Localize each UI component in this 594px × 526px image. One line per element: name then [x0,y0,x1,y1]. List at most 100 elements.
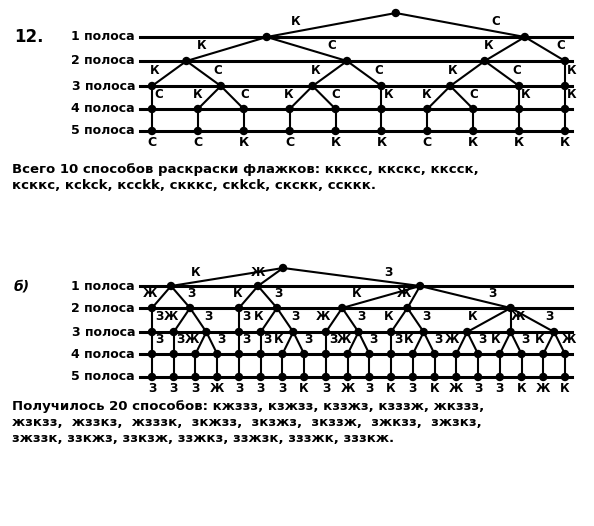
Text: 2 полоса: 2 полоса [71,301,135,315]
Circle shape [183,57,190,65]
Circle shape [378,127,385,135]
Text: Ж: Ж [336,333,351,346]
Circle shape [453,350,460,358]
Circle shape [323,329,330,336]
Text: З: З [409,382,417,395]
Text: С: С [491,15,500,28]
Text: З: З [155,310,163,323]
Text: Ж: Ж [251,266,265,279]
Text: К: К [404,333,413,346]
Text: З: З [522,333,530,346]
Circle shape [257,329,264,336]
Circle shape [464,329,470,336]
Circle shape [332,106,339,113]
Circle shape [366,350,373,358]
Text: З: З [191,382,200,395]
Text: З: З [235,382,243,395]
Text: С: С [240,87,249,100]
Text: 12.: 12. [14,28,43,46]
Circle shape [431,350,438,358]
Text: З: З [205,310,213,323]
Text: К: К [285,87,294,100]
Text: З: З [292,310,300,323]
Text: З: З [188,287,196,300]
Circle shape [475,350,482,358]
Circle shape [409,373,416,380]
Circle shape [192,350,199,358]
Text: 4 полоса: 4 полоса [71,103,135,116]
Text: К: К [291,15,301,28]
Text: К: К [254,310,263,323]
Circle shape [187,305,194,311]
Text: К: К [560,136,570,149]
Text: 3 полоса: 3 полоса [71,326,135,339]
Circle shape [497,350,503,358]
Text: З: З [474,382,482,395]
Circle shape [235,373,242,380]
Circle shape [409,350,416,358]
Circle shape [170,373,177,380]
Text: З: З [365,382,374,395]
Text: С: С [214,64,223,77]
Text: З: З [155,333,163,346]
Circle shape [378,83,385,89]
Circle shape [416,282,424,289]
Circle shape [273,305,280,311]
Text: Ж: Ж [445,333,460,346]
Text: К: К [384,87,393,100]
Circle shape [148,127,156,135]
Circle shape [235,329,242,336]
Circle shape [447,83,454,89]
Circle shape [561,106,568,113]
Text: К: К [192,87,202,100]
Text: К: К [377,136,387,149]
Circle shape [388,373,394,380]
Text: З: З [304,333,312,346]
Text: К: К [430,382,440,395]
Circle shape [431,373,438,380]
Text: З: З [545,310,553,323]
Text: С: С [285,136,294,149]
Circle shape [241,106,247,113]
Text: З: З [328,333,337,346]
Text: З: З [434,333,443,346]
Text: К: К [467,310,477,323]
Text: ксккс, ксkck, кссkk, скккс, скkck, скскк, ссккк.: ксккс, ксkck, кссkk, скккс, скkck, скскк… [12,179,376,192]
Text: К: К [514,136,524,149]
Text: К: К [384,310,393,323]
Circle shape [518,350,525,358]
Circle shape [170,329,177,336]
Text: З: З [488,287,497,300]
Circle shape [279,373,286,380]
Circle shape [194,106,201,113]
Text: З: З [478,333,486,346]
Text: К: К [448,64,458,77]
Circle shape [516,106,523,113]
Circle shape [404,305,411,311]
Circle shape [301,350,308,358]
Text: К: К [232,287,242,300]
Text: З: З [369,333,377,346]
Circle shape [214,350,221,358]
Circle shape [507,305,514,311]
Circle shape [507,329,514,336]
Circle shape [257,350,264,358]
Circle shape [366,373,373,380]
Circle shape [170,350,177,358]
Text: Ж: Ж [316,310,331,323]
Circle shape [540,373,546,380]
Text: З: З [322,382,330,395]
Circle shape [424,127,431,135]
Text: К: К [197,39,207,52]
Text: б): б) [14,279,30,293]
Text: К: К [386,382,396,395]
Text: 1 полоса: 1 полоса [71,31,135,44]
Text: С: С [193,136,203,149]
Text: С: С [332,87,340,100]
Circle shape [263,34,270,41]
Circle shape [235,305,242,311]
Circle shape [235,350,242,358]
Text: З: З [176,333,185,346]
Circle shape [309,83,316,89]
Text: К: К [299,382,309,395]
